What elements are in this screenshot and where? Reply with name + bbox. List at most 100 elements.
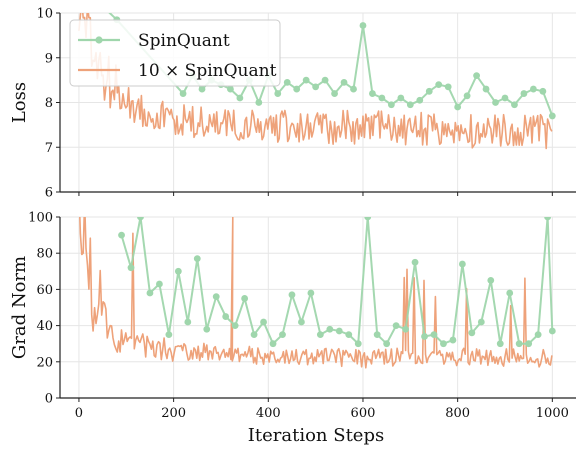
- data-point-spinquant: [397, 94, 405, 102]
- data-point-spinquant: [198, 85, 206, 93]
- data-point-spinquant: [369, 90, 376, 97]
- data-point-spinquant: [515, 340, 523, 348]
- data-point-spinquant: [463, 92, 471, 100]
- data-point-spinquant: [269, 340, 277, 348]
- x-tick-label: 800: [445, 406, 470, 421]
- data-point-spinquant: [316, 331, 324, 339]
- data-point-spinquant: [477, 318, 485, 326]
- data-point-spinquant: [520, 90, 528, 97]
- data-point-spinquant: [250, 331, 258, 339]
- data-point-spinquant: [473, 72, 480, 80]
- y-tick-label: 7: [45, 141, 53, 156]
- data-point-spinquant: [411, 258, 419, 266]
- loss-y-axis-label: Loss: [9, 82, 30, 123]
- x-tick-label: 600: [351, 406, 376, 421]
- data-point-spinquant: [193, 255, 201, 263]
- data-point-spinquant: [492, 99, 499, 106]
- x-tick-label: 1000: [536, 406, 569, 421]
- legend-label-10x-spinquant: 10 × SpinQuant: [138, 61, 277, 81]
- data-point-spinquant: [496, 340, 504, 348]
- data-point-spinquant: [501, 94, 509, 102]
- data-point-spinquant: [340, 78, 348, 86]
- data-point-spinquant: [416, 96, 424, 104]
- data-point-spinquant: [487, 276, 495, 284]
- data-point-spinquant: [421, 333, 428, 340]
- data-point-spinquant: [354, 340, 362, 348]
- data-point-spinquant: [529, 85, 537, 93]
- data-point-spinquant: [274, 90, 282, 97]
- data-point-spinquant: [118, 231, 125, 239]
- data-point-spinquant: [137, 217, 144, 221]
- data-point-spinquant: [127, 264, 135, 272]
- legend: SpinQuant 10 × SpinQuant: [69, 19, 281, 87]
- data-point-spinquant: [468, 329, 476, 337]
- y-tick-label: 20: [36, 355, 53, 370]
- data-point-spinquant: [326, 325, 334, 333]
- data-point-spinquant: [359, 22, 367, 29]
- data-point-spinquant: [279, 331, 286, 339]
- data-point-spinquant: [241, 295, 249, 302]
- data-point-spinquant: [335, 327, 343, 335]
- data-point-spinquant: [312, 83, 320, 91]
- y-tick-label: 8: [45, 96, 53, 111]
- data-point-spinquant: [482, 85, 490, 93]
- data-point-spinquant: [222, 313, 230, 320]
- data-point-spinquant: [212, 293, 220, 301]
- data-point-spinquant: [392, 322, 400, 329]
- data-point-spinquant: [203, 325, 211, 333]
- series-line-10x-spinquant: [79, 217, 553, 369]
- data-point-spinquant: [458, 260, 466, 268]
- x-tick-label: 200: [161, 406, 186, 421]
- data-point-spinquant: [293, 85, 301, 93]
- data-point-spinquant: [454, 103, 462, 111]
- data-point-spinquant: [255, 99, 263, 106]
- y-tick-label: 6: [45, 186, 53, 201]
- data-point-spinquant: [435, 81, 443, 88]
- data-point-spinquant: [283, 78, 291, 86]
- data-point-spinquant: [302, 76, 310, 84]
- x-tick-label: 0: [75, 406, 83, 421]
- data-point-spinquant: [511, 101, 518, 109]
- y-tick-label: 60: [36, 283, 53, 298]
- data-point-spinquant: [288, 291, 296, 299]
- y-tick-label: 10: [36, 7, 53, 22]
- data-point-spinquant: [506, 289, 514, 297]
- data-point-spinquant: [364, 217, 372, 221]
- loss-panel: 6 7 8 9 10 Loss: [9, 7, 576, 201]
- data-point-spinquant: [383, 340, 391, 348]
- x-tick-label: 400: [256, 406, 281, 421]
- data-point-spinquant: [298, 318, 305, 326]
- legend-box: [69, 19, 281, 87]
- data-point-spinquant: [548, 112, 556, 120]
- data-point-spinquant: [184, 318, 192, 326]
- data-point-spinquant: [236, 94, 244, 102]
- data-point-spinquant: [539, 87, 547, 95]
- data-point-spinquant: [387, 101, 395, 109]
- y-tick-label: 0: [45, 392, 53, 407]
- data-point-spinquant: [402, 325, 409, 333]
- data-point-spinquant: [156, 280, 163, 288]
- data-point-spinquant: [227, 85, 234, 93]
- data-point-spinquant: [444, 83, 452, 91]
- y-tick-label: 80: [36, 247, 53, 262]
- series-line-10x-spinquant: [78, 13, 553, 150]
- data-point-spinquant: [449, 336, 457, 344]
- data-point-spinquant: [179, 90, 187, 97]
- data-point-spinquant: [350, 85, 357, 93]
- data-point-spinquant: [525, 340, 533, 348]
- data-point-spinquant: [307, 289, 315, 297]
- data-point-spinquant: [231, 322, 239, 329]
- data-point-spinquant: [174, 267, 182, 275]
- y-tick-label: 40: [36, 319, 53, 334]
- data-point-spinquant: [544, 217, 551, 221]
- data-point-spinquant: [321, 76, 329, 84]
- data-point-spinquant: [165, 331, 173, 339]
- x-axis-label: Iteration Steps: [248, 425, 384, 446]
- data-point-spinquant: [548, 327, 556, 335]
- data-point-spinquant: [534, 331, 542, 339]
- y-tick-label: 9: [45, 51, 53, 66]
- data-point-spinquant: [345, 331, 353, 339]
- data-point-spinquant: [260, 318, 267, 326]
